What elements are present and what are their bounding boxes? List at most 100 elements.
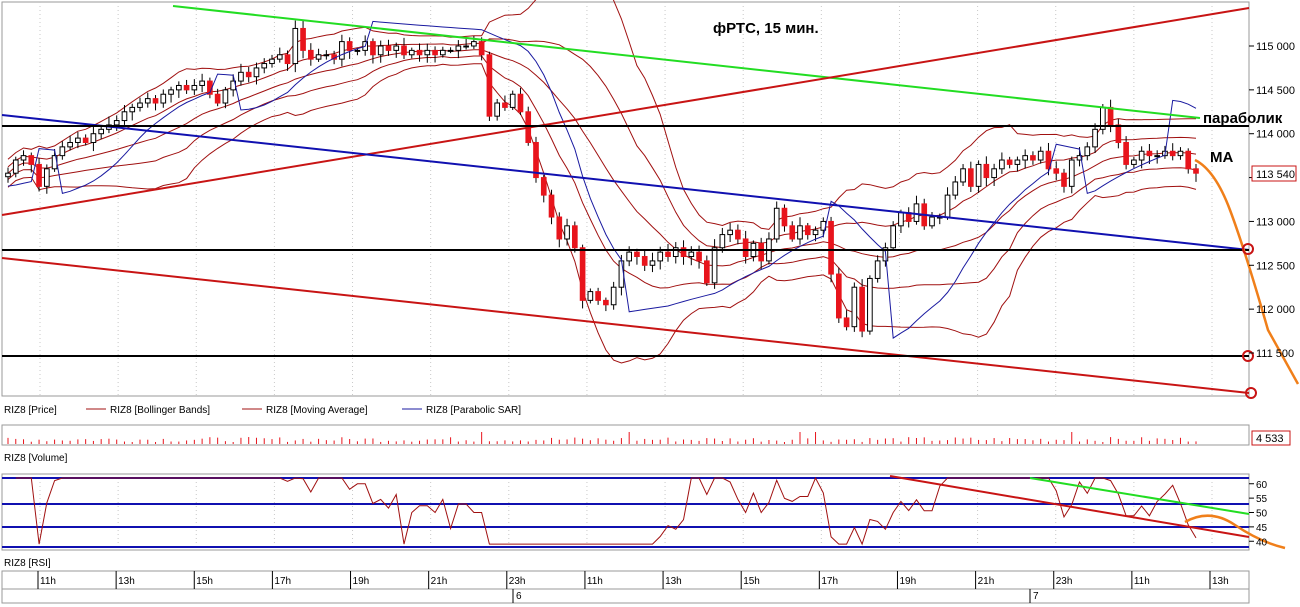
candle-body [113, 120, 120, 126]
candle-body [432, 49, 438, 56]
time-tick-label: 13h [1212, 576, 1229, 587]
candle-body [1076, 155, 1083, 161]
candle-body [28, 155, 35, 165]
candle-body [486, 54, 493, 117]
time-tick-label: 15h [743, 576, 760, 587]
candle-body [1193, 168, 1199, 174]
candle-body [5, 172, 11, 178]
legend: RIZ8 [Price] RIZ8 [Bollinger Bands] RIZ8… [4, 405, 521, 416]
candle-body [1084, 146, 1091, 157]
candle-body [603, 299, 609, 306]
candle-body [121, 111, 128, 122]
current-price-label: 113 540 [1256, 169, 1295, 181]
rsi-red-trendline [889, 475, 1250, 538]
candle-body [898, 212, 904, 227]
candle-body [564, 225, 570, 240]
candle-body [129, 106, 136, 113]
candle-body [98, 128, 105, 135]
price-tick-label: 111 500 [1256, 348, 1294, 360]
candle-body [463, 45, 469, 48]
candle-body [1169, 150, 1176, 157]
candle-body [75, 137, 81, 143]
candle-body [455, 45, 462, 51]
rsi-axis: 60 55 50 45 40 [1249, 480, 1268, 548]
candle-body [680, 247, 687, 258]
candle-body [385, 45, 392, 51]
time-tick-label: 15h [196, 576, 213, 587]
candle-body [758, 242, 765, 262]
candle-body [843, 317, 850, 328]
rsi-label: RIZ8 [RSI] [4, 558, 51, 569]
rsi-green-trendline [1029, 477, 1250, 515]
candle-body [152, 98, 159, 104]
parabolic-sar-group [7, 20, 1197, 339]
vertical-gridlines [39, 2, 1213, 550]
candle-body [626, 251, 633, 262]
candle-body [781, 207, 788, 227]
date-axis-frame [1, 588, 1250, 604]
time-axis: 11h 13h 15h 17h 19h 21h 23h 11h 13h 15h 17h 19h 21h 2… [37, 571, 1229, 589]
candle-body [168, 89, 174, 95]
rsi-line [15, 476, 1197, 546]
candle-body [571, 225, 578, 249]
candle-body [183, 84, 190, 91]
time-tick-label: 17h [274, 576, 291, 587]
rsi-tick-label: 45 [1256, 523, 1268, 534]
candle-body [1022, 155, 1029, 161]
price-panel-frame [1, 1, 1250, 397]
candle-body [199, 80, 205, 86]
time-tick-label: 13h [665, 576, 682, 587]
candle-body [214, 93, 221, 104]
candle-body [59, 146, 66, 157]
time-tick-label: 11h [40, 576, 56, 587]
candle-body [804, 225, 811, 236]
candle-body [478, 41, 485, 56]
candle-body [665, 251, 671, 258]
bollinger-inner-lower [7, 55, 1197, 289]
candle-body [548, 194, 555, 218]
candle-body [719, 234, 726, 249]
annotation-parabolic: параболик [1203, 110, 1283, 127]
volume-current-label: 4 533 [1256, 433, 1284, 445]
candle-body [851, 286, 858, 328]
candle-body [354, 49, 361, 52]
candle-body [90, 133, 97, 143]
price-tick-label: 112 500 [1256, 260, 1295, 272]
candle-body [696, 251, 702, 262]
candle-body [1138, 150, 1145, 161]
candle-body [20, 155, 27, 161]
green-resistance-line [172, 5, 1201, 119]
time-tick-label: 11h [587, 576, 603, 587]
candle-body [447, 49, 454, 52]
candle-body [913, 203, 920, 222]
rsi-tick-label: 50 [1256, 509, 1268, 520]
candle-body [424, 49, 431, 56]
candle-body [339, 41, 345, 60]
bollinger-lower [7, 63, 1197, 364]
candle-body [1006, 159, 1013, 165]
time-tick-label: 19h [899, 576, 916, 587]
candle-body [238, 71, 244, 82]
time-tick-label: 13h [118, 576, 135, 587]
candle-body [502, 102, 508, 108]
candle-body [688, 251, 695, 258]
bollinger-bands-group [7, 0, 1197, 364]
candle-body [307, 49, 314, 60]
time-tick-label: 19h [353, 576, 370, 587]
parabolic-sar-line [7, 20, 1197, 339]
volume-current-box [1251, 430, 1291, 446]
candle-body [269, 58, 275, 65]
candle-body [789, 225, 796, 240]
candle-body [1154, 155, 1161, 158]
candle-body [812, 229, 819, 236]
target-circle-2 [1242, 350, 1254, 362]
candle-body [967, 168, 974, 187]
candle-body [579, 247, 586, 301]
candle-body [533, 141, 539, 179]
candle-body [595, 291, 601, 301]
annotation-ma: MA [1210, 149, 1233, 166]
rsi-tick-label: 60 [1256, 480, 1268, 491]
price-tick-label: 114 000 [1256, 129, 1295, 141]
candle-body [408, 49, 415, 56]
